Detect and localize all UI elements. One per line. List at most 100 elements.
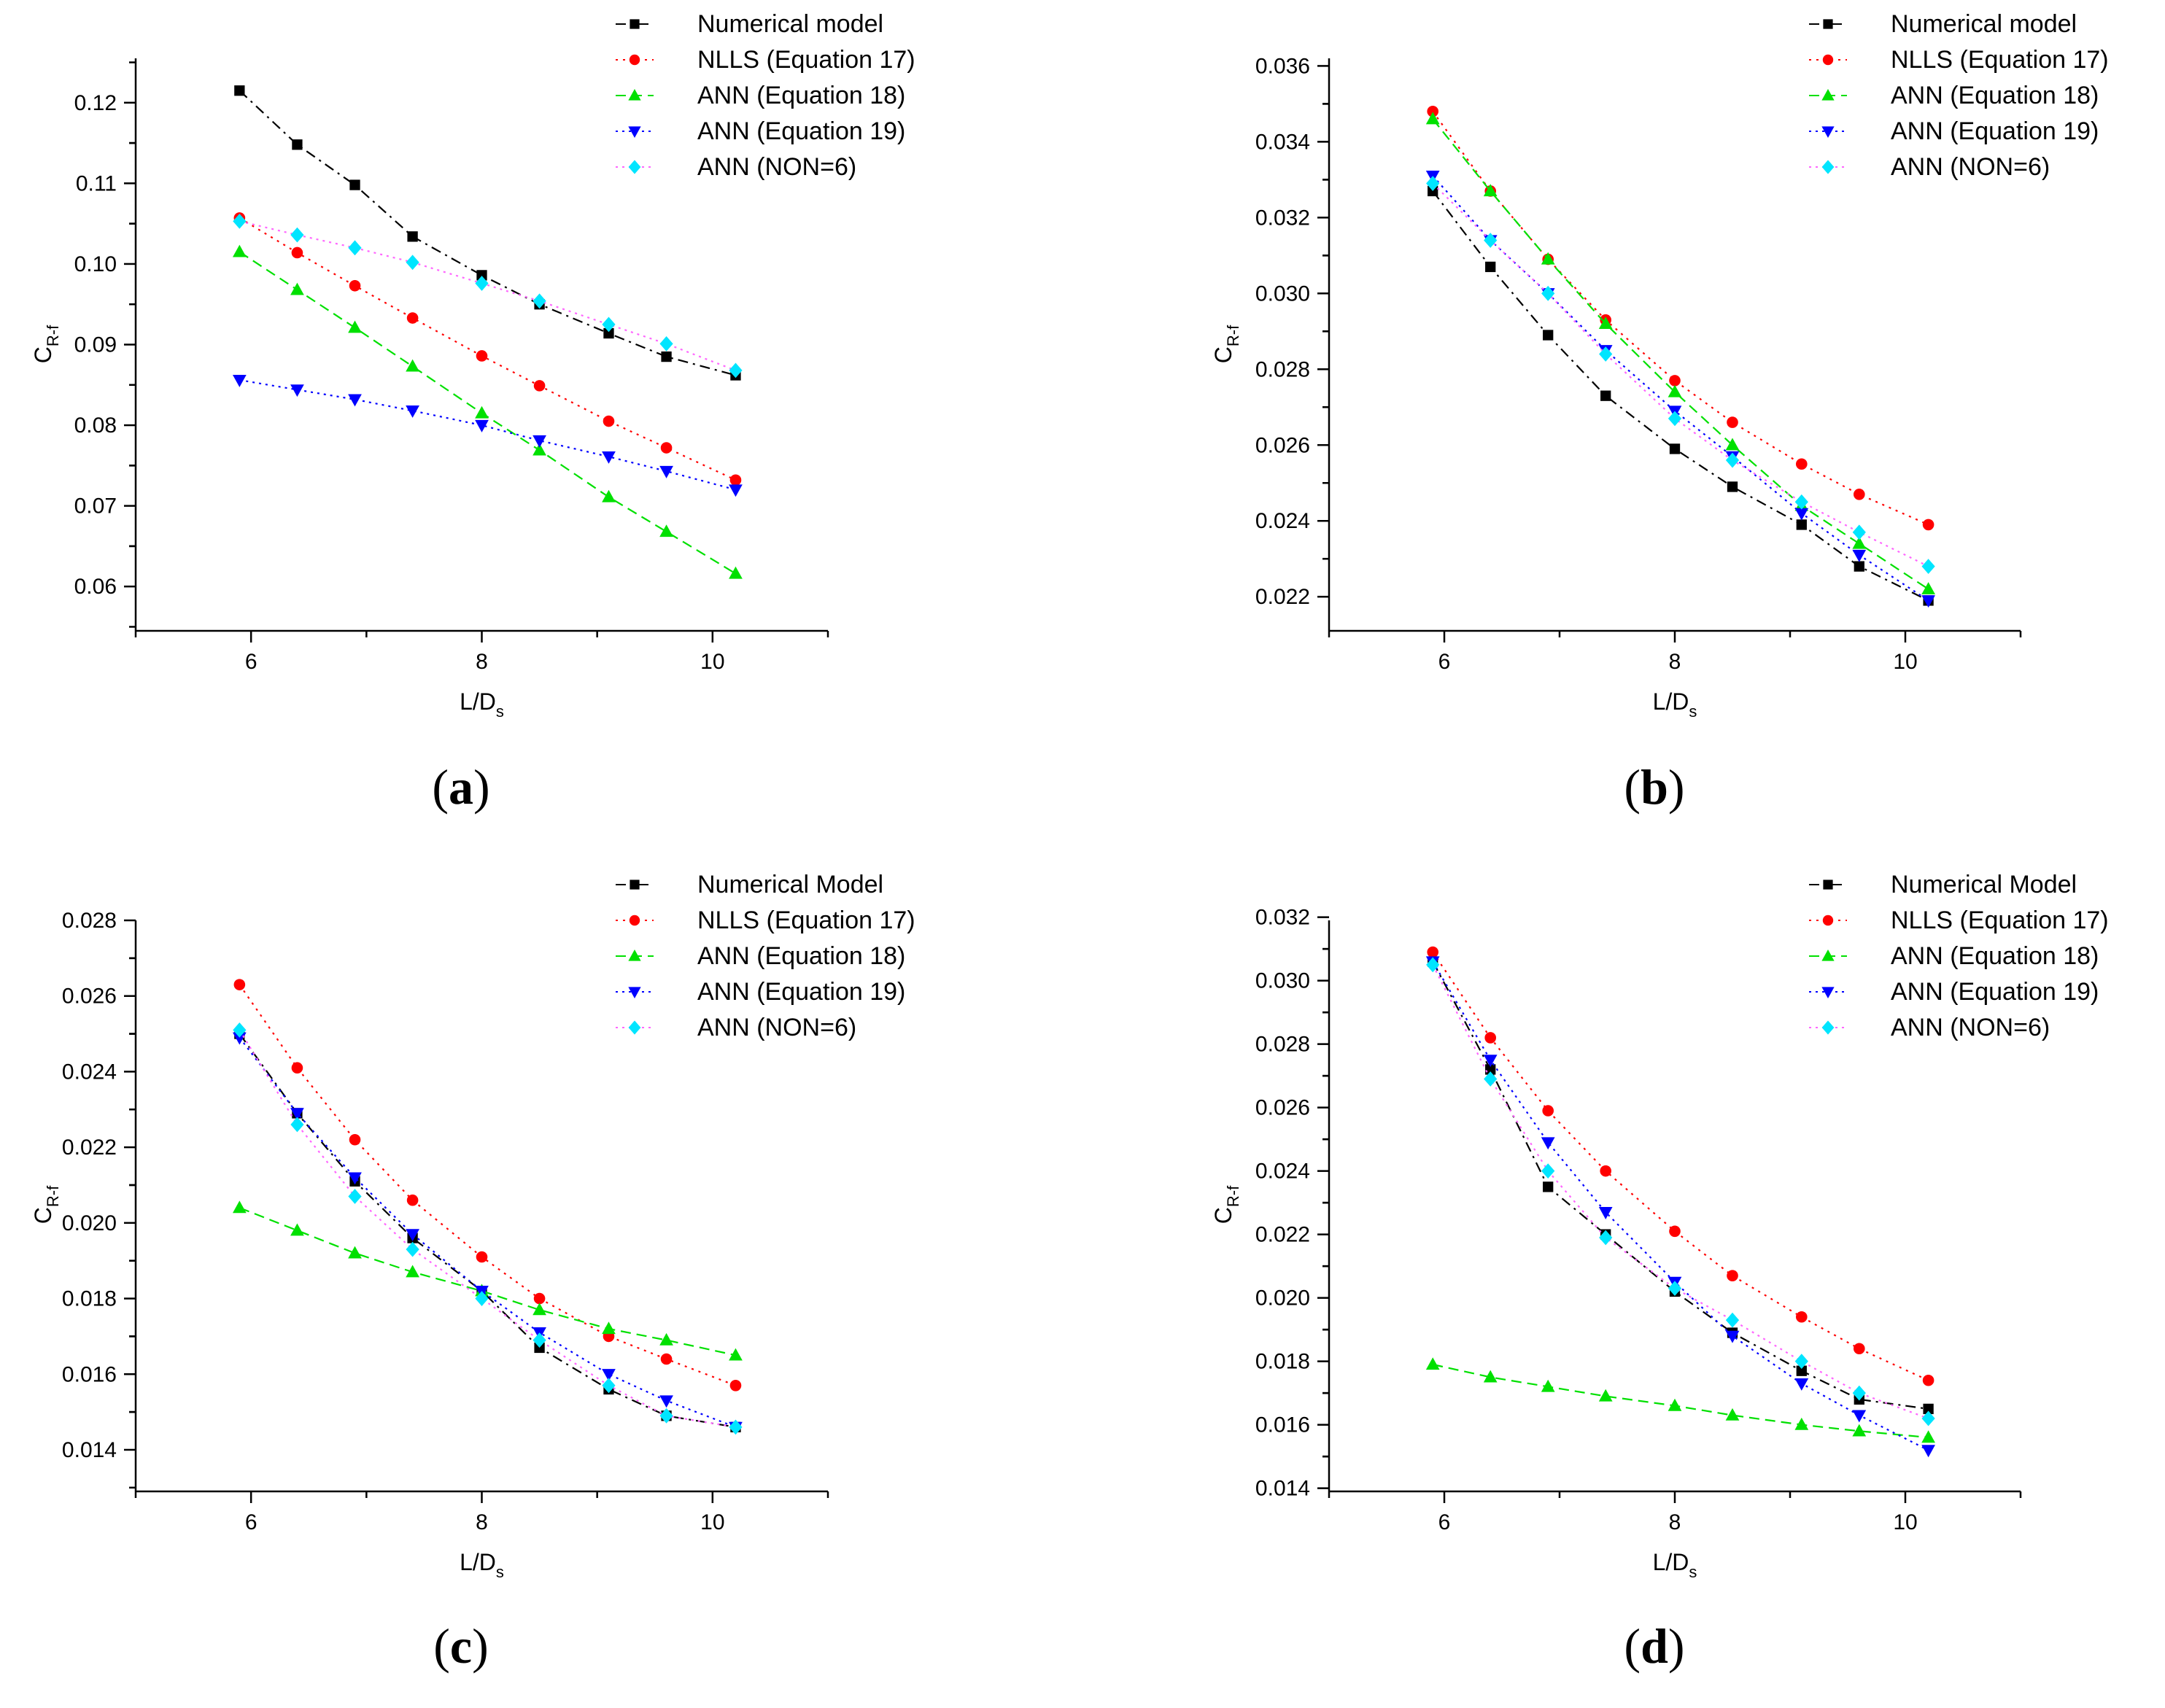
- x-tick-label: 10: [700, 1510, 724, 1534]
- legend-label: ANN (Equation 19): [697, 117, 905, 145]
- series-line: [1432, 960, 1929, 1451]
- data-point: [1796, 1365, 1807, 1376]
- data-point: [659, 465, 673, 478]
- data-point: [1794, 508, 1809, 521]
- data-point: [1669, 375, 1681, 387]
- y-tick-label: 0.022: [62, 1136, 117, 1160]
- series-line: [1432, 118, 1929, 590]
- y-tick-label: 0.032: [1255, 206, 1310, 230]
- data-point: [349, 179, 360, 190]
- data-point: [1600, 390, 1611, 401]
- x-axis-label: L/Ds: [1653, 688, 1697, 721]
- series-5: [233, 1022, 743, 1435]
- data-point: [1727, 416, 1738, 428]
- data-point: [233, 1022, 247, 1038]
- y-axis-label: CR-f: [30, 325, 62, 363]
- data-point: [602, 317, 616, 333]
- series-4: [1425, 956, 1935, 1458]
- panel-label: (b): [1624, 759, 1684, 815]
- y-tick-label: 0.026: [1255, 1096, 1310, 1120]
- series-2: [233, 979, 742, 1391]
- data-point: [1483, 184, 1498, 197]
- data-point: [1600, 1165, 1611, 1177]
- data-point: [1796, 458, 1808, 470]
- data-point: [348, 394, 362, 407]
- data-point: [729, 362, 743, 379]
- y-tick-label: 0.020: [62, 1211, 117, 1235]
- y-tick-label: 0.10: [74, 252, 117, 276]
- legend-marker: [629, 54, 640, 66]
- data-point: [661, 351, 672, 362]
- data-point: [1727, 1270, 1738, 1281]
- series-line: [239, 217, 736, 481]
- legend: Numerical model NLLS (Equation 17) ANN (Eq…: [616, 10, 915, 181]
- series-line: [1432, 960, 1929, 1410]
- x-tick-label: 6: [245, 650, 257, 674]
- legend-marker: [628, 987, 641, 998]
- y-tick-label: 0.036: [1255, 54, 1310, 78]
- data-point: [1669, 1225, 1681, 1238]
- data-point: [1852, 536, 1867, 549]
- data-point: [1668, 1281, 1682, 1296]
- series-3: [232, 1200, 743, 1361]
- legend-label: ANN (Equation 18): [1891, 82, 2099, 109]
- data-point: [1923, 1403, 1934, 1415]
- y-tick-label: 0.028: [1255, 357, 1310, 381]
- data-point: [1541, 285, 1555, 301]
- y-tick-label: 0.024: [62, 1060, 117, 1084]
- data-point: [1794, 494, 1808, 510]
- data-point: [475, 419, 489, 432]
- legend-marker: [1821, 126, 1835, 138]
- data-point: [1921, 559, 1935, 575]
- series-line: [1432, 111, 1929, 526]
- legend-marker: [630, 880, 640, 890]
- x-tick-label: 8: [476, 650, 488, 674]
- data-point: [1922, 519, 1934, 531]
- series-3: [232, 244, 743, 579]
- legend-marker: [1822, 915, 1834, 926]
- data-point: [475, 1291, 489, 1306]
- data-point: [1541, 1379, 1555, 1392]
- legend-marker: [628, 1020, 641, 1035]
- data-point: [729, 566, 743, 579]
- data-point: [1599, 346, 1613, 362]
- data-point: [1598, 317, 1613, 330]
- data-point: [1542, 1105, 1554, 1117]
- legend-marker: [630, 19, 640, 29]
- data-point: [290, 227, 304, 243]
- data-point: [1794, 1354, 1808, 1370]
- y-tick-label: 0.028: [62, 909, 117, 933]
- data-point: [532, 293, 546, 309]
- data-point: [1483, 1370, 1498, 1383]
- data-point: [1427, 105, 1438, 117]
- data-point: [1598, 1389, 1613, 1402]
- legend-label: NLLS (Equation 17): [1891, 907, 2109, 934]
- y-axis-label: CR-f: [30, 1185, 62, 1224]
- data-point: [406, 1265, 419, 1278]
- data-point: [602, 1321, 616, 1335]
- y-tick-label: 0.06: [74, 575, 117, 599]
- series-1: [234, 1028, 741, 1432]
- chart-panel-2: 6 8 10 0.022 0.024 0.026 0.028 0.030 0.032 0.034 0…: [1210, 10, 2109, 815]
- data-point: [1668, 384, 1682, 397]
- data-point: [348, 1172, 362, 1185]
- legend-label: NLLS (Equation 17): [697, 46, 915, 74]
- data-point: [603, 415, 615, 427]
- y-tick-label: 0.12: [74, 91, 117, 115]
- data-point: [1485, 1064, 1496, 1075]
- legend-marker: [1821, 160, 1835, 174]
- y-tick-label: 0.026: [62, 985, 117, 1009]
- legend-label: ANN (Equation 19): [1891, 978, 2099, 1006]
- y-tick-label: 0.022: [1255, 1223, 1310, 1247]
- x-tick-label: 10: [1893, 1510, 1917, 1534]
- data-point: [1484, 1071, 1498, 1087]
- data-point: [1425, 112, 1440, 125]
- data-point: [1796, 1311, 1808, 1323]
- series-line: [239, 1033, 736, 1428]
- data-point: [1852, 1385, 1866, 1401]
- panel-label: (c): [433, 1618, 489, 1674]
- legend-marker: [629, 915, 640, 926]
- y-tick-label: 0.09: [74, 333, 117, 357]
- data-point: [1484, 233, 1498, 248]
- data-point: [406, 359, 419, 372]
